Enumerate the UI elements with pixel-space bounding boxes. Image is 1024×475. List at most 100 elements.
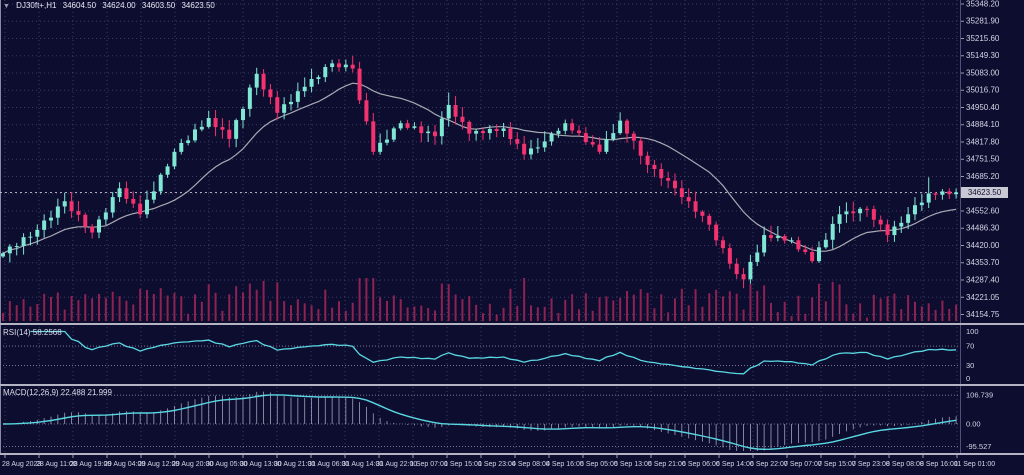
price-axis-label: 34884.10 (966, 120, 1000, 129)
main-chart-panel[interactable] (0, 0, 960, 322)
time-axis[interactable] (0, 455, 1024, 475)
candle-body (371, 121, 376, 152)
candle-body (62, 201, 67, 207)
panel-separator (0, 384, 1024, 386)
price-axis-label: 34486.30 (966, 224, 1000, 233)
candle-body (378, 142, 383, 152)
candle-body (426, 131, 431, 134)
price-axis-label: 34552.60 (966, 206, 1000, 215)
time-axis-label: 1 Sep 07:00 (410, 461, 448, 468)
candle-body (734, 263, 739, 275)
candle-body (295, 91, 300, 102)
candle-body (48, 217, 53, 221)
candle-body (604, 139, 609, 152)
candle-body (227, 129, 232, 139)
candle-body (624, 120, 629, 134)
candle-body (679, 188, 684, 198)
price-axis-label: 35281.90 (966, 17, 1000, 26)
time-axis-label: 6 Sep 06:00 (682, 461, 720, 468)
price-axis-label: 35016.70 (966, 86, 1000, 95)
panel-separator (0, 453, 1024, 455)
candle-body (816, 247, 821, 262)
candle-body (720, 240, 725, 249)
candle-body (131, 198, 136, 204)
candle-body (700, 211, 705, 216)
candle-body (508, 128, 513, 140)
candle-body (810, 252, 815, 262)
price-axis-label: 34950.40 (966, 103, 1000, 112)
rsi-axis-label: 30 (966, 361, 974, 370)
candle-body (35, 229, 40, 237)
candle-body (570, 123, 575, 131)
time-axis-label: 29 Aug 12:00 (138, 461, 179, 468)
time-axis-label: 30 Aug 21:00 (274, 461, 315, 468)
current-price-tag: 34623.50 (961, 187, 1008, 198)
candle-body (768, 235, 773, 238)
candle-body (179, 142, 184, 152)
time-axis-label: 7 Sep 07:00 (784, 461, 822, 468)
candle-body (830, 223, 835, 240)
rsi-axis-label: 70 (966, 342, 974, 351)
time-axis-label: 4 Sep 16:00 (546, 461, 584, 468)
price-axis-label: 34221.05 (966, 293, 1000, 302)
candle-body (412, 126, 417, 128)
candle-body (762, 235, 767, 253)
candle-body (871, 209, 876, 220)
price-axis-label: 34353.70 (966, 258, 1000, 267)
candle-body (323, 67, 328, 78)
candle-body (144, 199, 149, 215)
price-axis-label: 34685.20 (966, 172, 1000, 181)
candle-body (28, 236, 33, 238)
candle-body (309, 78, 314, 87)
time-axis-label: 1 Sep 23:00 (478, 461, 516, 468)
ohlc-open: 34604.50 (62, 1, 97, 10)
macd-panel[interactable] (0, 386, 960, 453)
candle-body (940, 191, 945, 195)
candle-body (391, 128, 396, 140)
time-axis-label: 1 Sep 15:00 (444, 461, 482, 468)
time-axis-label: 7 Sep 15:00 (818, 461, 856, 468)
candle-body (96, 219, 101, 233)
symbol-timeframe: DJ30ft+,H1 (16, 1, 57, 10)
candle-body (858, 208, 863, 214)
candle-body (652, 164, 657, 170)
candle-body (926, 193, 931, 203)
time-axis-label: 30 Aug 13:00 (240, 461, 281, 468)
ohlc-low: 34603.50 (141, 1, 176, 10)
price-axis-label: 34751.50 (966, 155, 1000, 164)
time-axis-label: 6 Sep 14:00 (716, 461, 754, 468)
price-axis-label: 34287.40 (966, 275, 1000, 284)
candle-body (261, 73, 266, 90)
time-axis-label: 29 Aug 20:00 (172, 461, 213, 468)
price-axis[interactable] (960, 0, 1024, 455)
candle-body (384, 139, 389, 143)
candle-body (535, 147, 540, 149)
candle-body (522, 143, 527, 155)
candle-body (666, 178, 671, 181)
candle-body (453, 105, 458, 117)
macd-axis-label: 106.739 (966, 391, 993, 400)
candle-body (494, 128, 499, 132)
candle-body (631, 133, 636, 141)
time-axis-label: 8 Sep 08:00 (886, 461, 924, 468)
candle-body (247, 87, 252, 109)
candle-body (330, 63, 335, 68)
candle-body (885, 224, 890, 236)
candle-body (282, 104, 287, 113)
candle-body (803, 249, 808, 253)
rsi-panel[interactable] (0, 326, 960, 383)
candle-body (851, 211, 856, 214)
candle-body (947, 191, 952, 195)
candle-body (741, 274, 746, 280)
candle-body (563, 123, 568, 131)
candle-body (288, 101, 293, 105)
candle-body (919, 202, 924, 206)
time-axis-label: 31 Aug 06:00 (308, 461, 349, 468)
candle-body (686, 197, 691, 202)
candle-body (343, 64, 348, 68)
candle-body (645, 155, 650, 165)
candle-body (748, 261, 753, 280)
symbol-marker-icon: ▼ (3, 3, 10, 10)
